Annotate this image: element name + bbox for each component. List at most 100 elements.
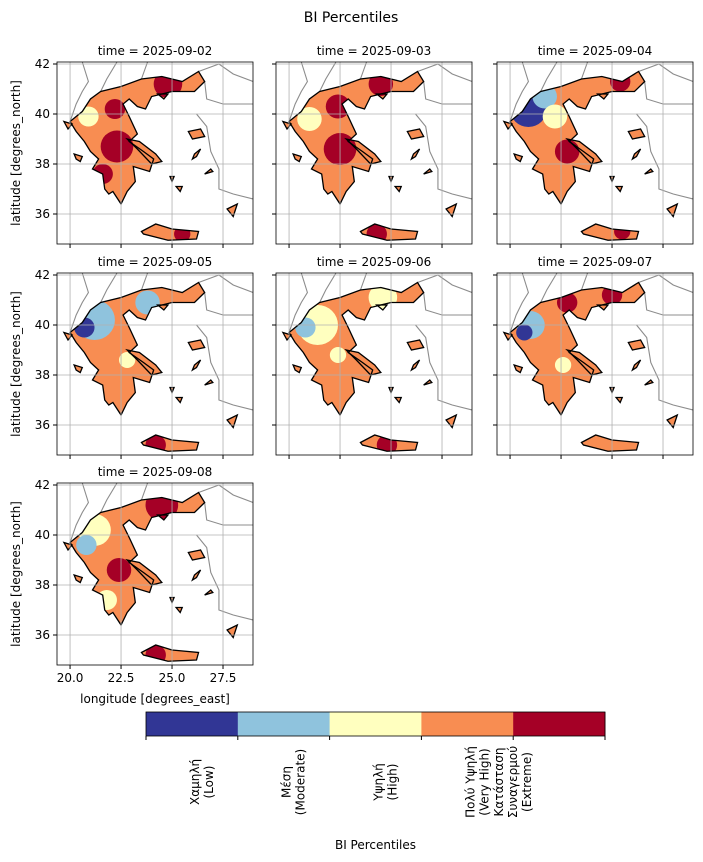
- coastline: [174, 185, 184, 193]
- coastline: [191, 148, 202, 161]
- coastline: [513, 152, 524, 163]
- border-line: [198, 63, 253, 83]
- class-patch: [325, 94, 351, 119]
- coastline: [614, 185, 624, 193]
- coastline: [155, 93, 170, 100]
- coastline: [393, 185, 403, 193]
- colorbar-segment: [421, 712, 514, 736]
- panel-frame: [56, 482, 254, 666]
- coastline: [69, 491, 206, 627]
- class-patch: [329, 347, 347, 363]
- coastline: [580, 434, 640, 452]
- border-line: [319, 273, 337, 303]
- coastline: [359, 223, 419, 241]
- panel-title: time = 2025-09-03: [317, 44, 432, 58]
- coastline: [187, 128, 206, 140]
- border-line: [100, 483, 118, 513]
- colorbar-segment: [329, 712, 422, 736]
- coastline: [344, 137, 382, 165]
- y-tick-label: 38: [35, 157, 50, 171]
- coastline: [191, 569, 202, 582]
- border-line: [288, 62, 309, 122]
- coastline: [374, 304, 389, 311]
- coastline: [627, 128, 646, 140]
- border-line: [415, 324, 472, 411]
- coastline: [73, 363, 84, 374]
- class-patch: [78, 106, 99, 127]
- y-tick-label: 42: [35, 478, 50, 492]
- border-line: [644, 292, 693, 316]
- border-line: [644, 81, 693, 105]
- border-line: [288, 273, 309, 333]
- x-tick-label: 27.5: [210, 671, 237, 685]
- coastline: [393, 396, 403, 404]
- panel-frame: [56, 272, 254, 456]
- coastline: [614, 396, 624, 404]
- y-tick-label: 38: [35, 578, 50, 592]
- colorbar-label-line: Συναγερμού: [506, 746, 520, 818]
- border-line: [417, 274, 472, 294]
- coastline: [191, 359, 202, 372]
- colorbar-label: Πολύ Υψηλή(Very High): [463, 746, 491, 818]
- colorbar-title: BI Percentiles: [335, 838, 416, 852]
- colorbar-segment: [513, 712, 606, 736]
- border-line: [196, 534, 253, 621]
- coastline: [292, 152, 303, 163]
- class-patch: [554, 139, 580, 164]
- class-patch: [104, 99, 126, 119]
- coastline: [292, 363, 303, 374]
- colorbar-segment: [237, 712, 331, 736]
- coastline: [288, 281, 425, 417]
- coastline: [445, 413, 458, 429]
- panel-title: time = 2025-09-04: [538, 44, 653, 58]
- border-line: [540, 273, 558, 303]
- panel-title: time = 2025-09-06: [317, 255, 432, 269]
- coastline: [410, 148, 421, 161]
- coastline: [410, 359, 421, 372]
- borders: [62, 273, 253, 452]
- colorbar-label: Υψηλή(High): [372, 763, 400, 802]
- coastline: [69, 281, 206, 417]
- coastline: [226, 413, 239, 429]
- border-line: [580, 62, 589, 80]
- border-line: [69, 273, 90, 333]
- border-line: [359, 273, 368, 291]
- colorbar-label-line: (Very High): [477, 748, 491, 815]
- class-patch: [106, 558, 132, 582]
- coastline: [174, 606, 184, 614]
- colorbar-label-line: Μέση: [280, 766, 294, 798]
- coastline: [204, 589, 214, 596]
- panel-title: time = 2025-09-08: [98, 465, 213, 479]
- y-axis-label: latitude [degrees_north]: [9, 80, 23, 226]
- colorbar-label-line: (High): [386, 764, 400, 801]
- coastline: [140, 644, 200, 662]
- coastline: [406, 339, 425, 351]
- coastline: [125, 348, 163, 376]
- colorbar-label-line: Κατάσταση: [492, 748, 506, 817]
- coastline: [226, 202, 239, 218]
- border-line: [417, 63, 472, 83]
- border-line: [196, 324, 253, 411]
- coastline: [423, 168, 433, 175]
- coastline: [666, 202, 679, 218]
- coastline: [359, 434, 419, 452]
- class-patch: [516, 324, 533, 341]
- colorbar-label-line: Υψηλή: [372, 763, 386, 802]
- border-line: [100, 62, 118, 92]
- panel-title: time = 2025-09-05: [98, 255, 213, 269]
- colorbar-label: ΚατάστασηΣυναγερμού(Extreme): [492, 746, 534, 818]
- y-tick-label: 40: [35, 318, 50, 332]
- coastline: [595, 304, 610, 311]
- x-axis-label: longitude [degrees_east]: [80, 692, 230, 706]
- coastline: [513, 363, 524, 374]
- border-line: [100, 273, 118, 303]
- coastline: [73, 152, 84, 163]
- y-tick-label: 36: [35, 418, 50, 432]
- coastline: [509, 70, 646, 206]
- coastline: [631, 359, 642, 372]
- x-tick-label: 22.5: [108, 671, 135, 685]
- coastline: [666, 413, 679, 429]
- border-line: [638, 63, 693, 83]
- coastline: [406, 128, 425, 140]
